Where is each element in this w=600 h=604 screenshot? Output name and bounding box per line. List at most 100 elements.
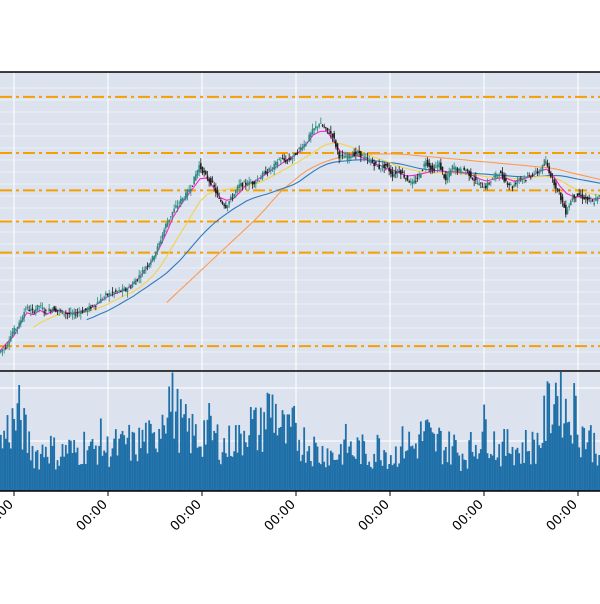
volume-bar [99, 418, 102, 491]
candle-body [348, 153, 350, 159]
candle-body [161, 234, 164, 239]
candle-body [158, 243, 160, 246]
candle-body [508, 183, 510, 186]
volume-bar [16, 403, 19, 491]
candle-body [535, 170, 537, 172]
volume-bar [106, 436, 109, 491]
candle-body [243, 181, 245, 183]
volume-bar [576, 434, 579, 491]
candle-body [103, 296, 105, 298]
volume-bar [89, 441, 92, 491]
volume-bar [433, 433, 436, 491]
candle-body [211, 180, 214, 182]
volume-bar [76, 447, 79, 491]
candle-body [110, 294, 112, 296]
volume-bar [154, 448, 157, 491]
volume-bar [136, 461, 139, 491]
volume-bar [114, 429, 117, 491]
candle-body [593, 202, 595, 205]
candle-body [296, 151, 299, 154]
volume-bar [298, 439, 301, 491]
candle-body [310, 132, 312, 138]
candle-body [316, 126, 319, 128]
volume-bar [31, 445, 34, 491]
candle-body [170, 216, 172, 218]
volume-bar [314, 442, 317, 491]
candle-body [435, 166, 437, 168]
candle-body [586, 196, 589, 201]
volume-bar [408, 431, 411, 491]
volume-bar [586, 442, 589, 491]
candle-body [525, 180, 527, 181]
x-axis-ticks: 00:00 00:00 00:00 00:00 00:00 00:00 00:00 [0, 491, 581, 534]
volume-bar [573, 383, 576, 491]
candle-body [150, 261, 152, 265]
volume-bar [508, 453, 511, 491]
volume-bar [489, 453, 492, 491]
candle-body [455, 167, 457, 171]
candle-body [120, 290, 122, 292]
candle-body [50, 310, 52, 312]
candle-body [516, 180, 519, 183]
volume-bar [53, 437, 56, 491]
candle-body [266, 172, 269, 173]
volume-bar [81, 463, 84, 491]
candle-body [430, 165, 432, 170]
candle-body [338, 151, 340, 159]
candle-body [76, 312, 79, 314]
volume-bar [339, 444, 342, 491]
volume-bar [83, 431, 86, 491]
volume-bar [503, 429, 506, 491]
candle-body [456, 168, 459, 172]
volume-bar [194, 424, 197, 491]
candle-body [493, 176, 495, 177]
candle-body [166, 221, 169, 227]
volume-bar [486, 453, 489, 491]
volume-bar [484, 419, 487, 491]
volume-bar [188, 418, 191, 491]
candle-body [326, 127, 329, 131]
volume-bar [253, 410, 256, 491]
candle-body [463, 167, 465, 170]
candle-body [233, 193, 235, 198]
candle-body [591, 200, 594, 202]
candle-body [400, 170, 402, 175]
volume-bar [268, 393, 271, 491]
volume-bar [404, 451, 407, 491]
candle-body [113, 292, 115, 295]
candle-body [523, 178, 525, 180]
candle-body [55, 308, 57, 312]
candle-body [538, 171, 540, 175]
volume-bar [349, 441, 352, 491]
candle-body [495, 173, 497, 178]
candle-body [143, 269, 145, 274]
volume-bar [74, 452, 77, 491]
volume-bar [453, 434, 456, 491]
volume-bar [381, 465, 384, 491]
volume-bar [43, 457, 46, 491]
candle-body [596, 196, 599, 202]
candle-body [446, 177, 449, 181]
volume-bar [39, 453, 42, 491]
candle-body [460, 168, 462, 173]
volume-bar [23, 408, 26, 491]
candle-body [81, 310, 84, 313]
volume-bar [374, 461, 377, 491]
volume-bar [224, 453, 227, 491]
candle-body [546, 162, 549, 167]
volume-bar [166, 417, 169, 491]
volume-bar [29, 460, 32, 491]
candle-body [375, 161, 377, 164]
volume-bar [326, 448, 329, 491]
volume-bar [338, 454, 341, 491]
volume-bar [68, 439, 71, 491]
candle-body [541, 165, 544, 172]
volume-bar [34, 451, 37, 491]
candle-body [368, 159, 370, 163]
candle-body [335, 140, 337, 147]
volume-bar [336, 459, 339, 491]
candle-body [333, 133, 335, 139]
volume-bar [521, 442, 524, 491]
volume-bar [531, 431, 534, 491]
volume-bar [13, 418, 16, 491]
